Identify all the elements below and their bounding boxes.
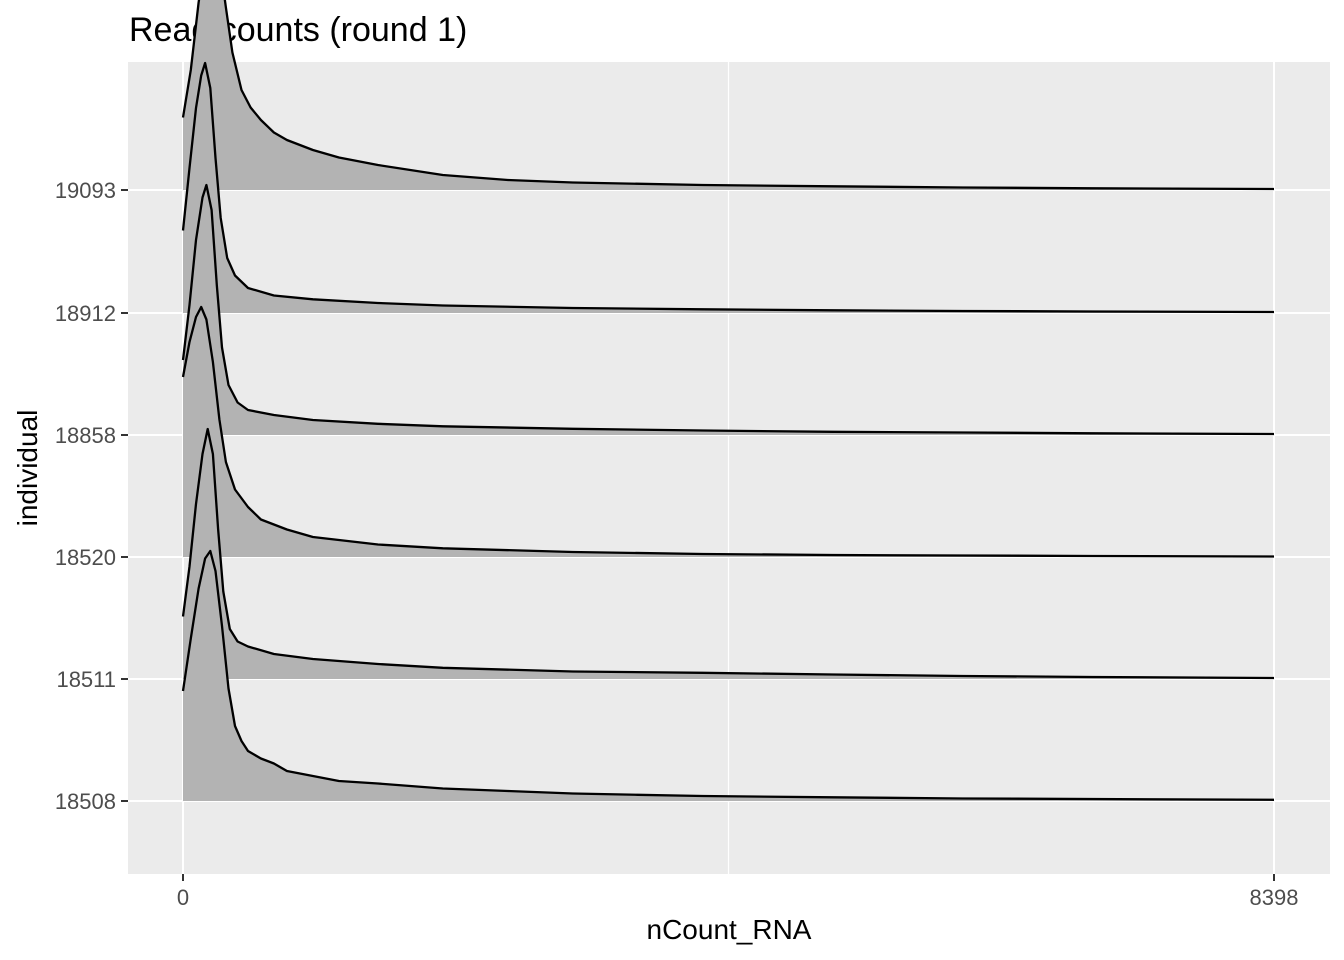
ridge-line: [181, 427, 1275, 680]
ridge-line: [181, 549, 1275, 801]
ridge-line: [181, 0, 1275, 191]
y-tick-label: 18858: [55, 423, 116, 448]
x-tick-label: 8398: [1250, 885, 1299, 910]
y-tick-label: 18508: [55, 789, 116, 814]
ridge-line: [181, 183, 1275, 436]
y-tick-label: 18511: [56, 667, 116, 692]
ridge-line: [181, 61, 1275, 314]
chart-title: Read counts (round 1): [129, 11, 467, 49]
x-tick-label: 0: [177, 885, 189, 910]
y-tick-label: 18912: [55, 301, 116, 326]
ridges: [181, 0, 1275, 801]
y-tick-label: 19093: [55, 178, 116, 203]
ridge-fill: [183, 0, 1274, 190]
ridge-fill: [183, 551, 1274, 801]
y-tick-label: 18520: [55, 545, 116, 570]
x-axis-title: nCount_RNA: [647, 914, 812, 945]
y-axis-title: individual: [12, 410, 43, 527]
ridge-line: [181, 305, 1275, 558]
x-axis: 0 8398: [177, 874, 1299, 910]
y-axis: 18508 18511 18520 18858 18912 19093: [55, 178, 128, 814]
